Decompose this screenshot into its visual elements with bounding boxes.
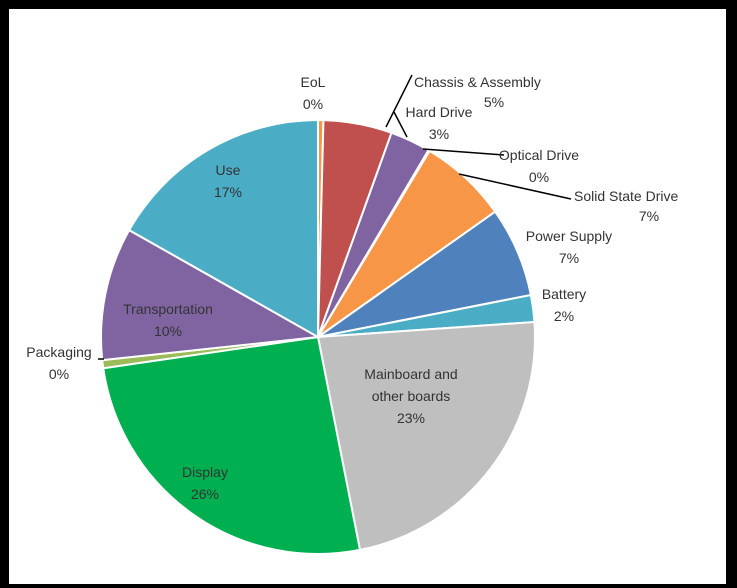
label-optical-drive-value: 0%	[529, 169, 549, 185]
label-eol-value: 0%	[303, 96, 323, 112]
label-battery-value: 2%	[554, 308, 574, 324]
slice-transportation	[100, 228, 322, 362]
label-transportation-value: 10%	[154, 323, 182, 339]
pie-slices	[100, 118, 536, 555]
chart-area: EoL 0% Chassis & Assembly 5% Hard Drive 3% Opt…	[9, 9, 726, 584]
slice-use	[127, 118, 319, 339]
label-power-supply-value: 7%	[559, 250, 579, 266]
label-hard-drive-value: 3%	[429, 126, 449, 142]
leader-lines	[98, 74, 572, 360]
label-use-value: 17%	[214, 184, 242, 200]
slice-mainboard-and-other-boards	[316, 320, 536, 552]
label-mainboard-and-other-boards-value: 23%	[397, 410, 425, 426]
label-optical-drive: Optical Drive	[499, 147, 579, 163]
slice-labels: EoL 0% Chassis & Assembly 5% Hard Drive 3% Opt…	[26, 74, 678, 502]
label-chassis-and-assembly: Chassis & Assembly	[414, 74, 541, 90]
label-solid-state-drive: Solid State Drive	[574, 188, 678, 204]
label-power-supply: Power Supply	[526, 228, 612, 244]
label-chassis-and-assembly-value: 5%	[484, 94, 504, 110]
leader-solid-state-drive	[458, 173, 572, 200]
label-packaging: Packaging	[26, 344, 91, 360]
label-use: Use	[216, 162, 241, 178]
label-display: Display	[182, 464, 228, 480]
pie-chart: EoL 0% Chassis & Assembly 5% Hard Drive 3% Opt…	[26, 74, 678, 555]
leader-hard-drive	[393, 111, 408, 138]
leader-optical-drive	[422, 148, 505, 156]
label-solid-state-drive-value: 7%	[639, 208, 659, 224]
slice-display	[102, 335, 362, 555]
label-mainboard-and-other-boards-line1: Mainboard and	[364, 366, 457, 382]
label-eol: EoL	[301, 74, 326, 90]
label-battery: Battery	[542, 286, 586, 302]
leader-chassis-and-assembly	[385, 74, 413, 128]
label-mainboard-and-other-boards-line2: other boards	[372, 388, 451, 404]
label-transportation: Transportation	[123, 301, 213, 317]
label-hard-drive: Hard Drive	[406, 104, 473, 120]
label-packaging-value: 0%	[49, 366, 69, 382]
label-display-value: 26%	[191, 486, 219, 502]
